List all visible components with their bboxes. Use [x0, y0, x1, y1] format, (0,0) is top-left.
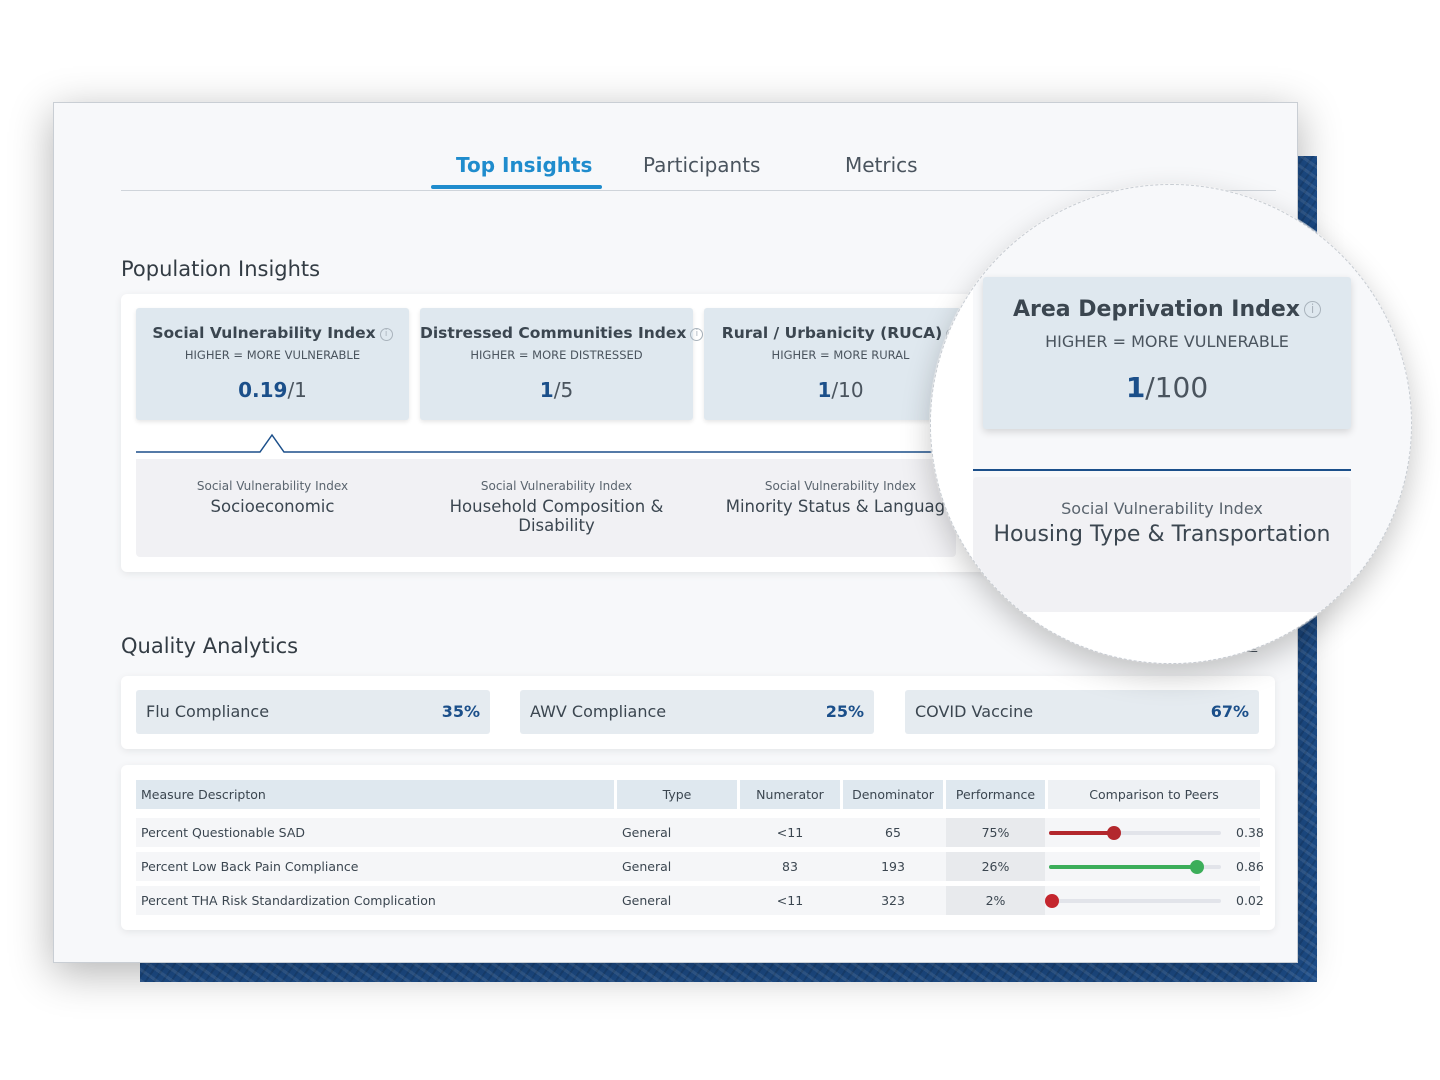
metric-flu-compliance[interactable]: Flu Compliance 35% — [136, 690, 490, 734]
index-max: /100 — [1145, 371, 1209, 404]
sub-index-name: Socioeconomic — [210, 497, 335, 516]
index-title: Area Deprivation Index — [1012, 297, 1300, 322]
metric-label: COVID Vaccine — [915, 702, 1034, 721]
quality-analytics-title: Quality Analytics — [121, 634, 299, 658]
index-max: /5 — [553, 378, 574, 402]
table-row[interactable]: Percent THA Risk Standardization Complic… — [136, 886, 1264, 915]
slider-fill — [1049, 865, 1197, 869]
cell-peer-score: 0.86 — [1236, 859, 1264, 874]
index-card-svi[interactable]: Social Vulnerability Index i HIGHER = MOR… — [136, 308, 409, 420]
cell-type: General — [622, 825, 672, 840]
tab-metrics[interactable]: Metrics — [845, 153, 918, 177]
quality-metrics-card: Flu Compliance 35% AWV Compliance 25% CO… — [121, 676, 1275, 749]
info-icon[interactable]: i — [1304, 301, 1321, 318]
index-title: Social Vulnerability Index — [152, 324, 376, 342]
peer-comparison-slider — [1045, 894, 1221, 908]
selection-connector — [136, 433, 956, 453]
index-card-adi[interactable]: Area Deprivation Index i HIGHER = MORE VU… — [983, 277, 1351, 429]
lens-page-edge — [931, 185, 973, 663]
index-title: Distressed Communities Index — [420, 324, 687, 342]
cell-denominator: 323 — [881, 893, 905, 908]
tab-top-insights[interactable]: Top Insights — [456, 153, 593, 177]
sub-index-label: Social Vulnerability Index — [1061, 499, 1263, 518]
column-header-numerator[interactable]: Numerator — [740, 780, 840, 809]
metric-value: 67% — [1210, 702, 1249, 721]
cell-numerator: 83 — [782, 859, 798, 874]
index-score: 1 — [817, 378, 832, 402]
tab-participants[interactable]: Participants — [643, 153, 761, 177]
sub-index-name: Household Composition & Disability — [449, 497, 664, 535]
index-max: /10 — [831, 378, 864, 402]
cell-measure: Percent Questionable SAD — [141, 825, 305, 840]
metric-awv-compliance[interactable]: AWV Compliance 25% — [520, 690, 874, 734]
population-insights-title: Population Insights — [121, 257, 321, 281]
slider-knob — [1189, 860, 1204, 874]
index-score: 1 — [1125, 371, 1146, 404]
metric-value: 35% — [441, 702, 480, 721]
index-subtitle: HIGHER = MORE VULNERABLE — [184, 348, 361, 362]
cell-denominator: 65 — [885, 825, 901, 840]
cell-type: General — [622, 893, 672, 908]
measures-table: Measure Descripton Type Numerator Denomi… — [121, 765, 1275, 930]
sub-index-name: Housing Type & Transportation — [993, 522, 1331, 547]
sub-index-label: Social Vulnerability Index — [196, 479, 349, 493]
slider-fill — [1049, 831, 1115, 835]
sub-index-label: Social Vulnerability Index — [480, 479, 633, 493]
index-score: 1 — [539, 378, 554, 402]
index-score: 0.19 — [238, 378, 288, 402]
table-row[interactable]: Percent Questionable SAD General <11 65 … — [136, 818, 1264, 847]
info-icon[interactable]: i — [379, 328, 393, 341]
cell-performance: 2% — [946, 886, 1045, 915]
sub-index-minority[interactable]: Social Vulnerability Index Minority Stat… — [704, 479, 977, 516]
info-icon[interactable]: i — [690, 328, 704, 341]
metric-value: 25% — [825, 702, 864, 721]
index-value: 1/100 — [983, 371, 1351, 404]
column-header-measure[interactable]: Measure Descripton — [136, 780, 614, 809]
cell-numerator: <11 — [776, 825, 804, 840]
index-card-dci[interactable]: Distressed Communities Index i HIGHER = M… — [420, 308, 704, 420]
cell-peer-score: 0.02 — [1236, 893, 1264, 908]
tab-bar: Top Insights Participants Metrics — [121, 143, 1276, 191]
table-row[interactable]: Percent Low Back Pain Compliance General… — [136, 852, 1264, 881]
column-header-denominator[interactable]: Denominator — [843, 780, 943, 809]
cell-performance: 75% — [946, 818, 1045, 847]
index-subtitle: HIGHER = MORE DISTRESSED — [470, 348, 643, 362]
metric-label: Flu Compliance — [146, 702, 270, 721]
cell-type: General — [622, 859, 672, 874]
sub-index-housing[interactable]: Social Vulnerability Index Housing Type … — [973, 477, 1351, 612]
index-max: /1 — [287, 378, 307, 402]
column-header-performance[interactable]: Performance — [946, 780, 1045, 809]
population-insights-card: Social Vulnerability Index i HIGHER = MOR… — [121, 294, 1275, 572]
sub-index-household[interactable]: Social Vulnerability Index Household Com… — [420, 479, 693, 535]
index-subtitle: HIGHER = MORE RURAL — [771, 348, 910, 362]
lens-page-bottom — [931, 612, 1411, 663]
peer-comparison-slider — [1049, 860, 1221, 874]
cell-measure: Percent THA Risk Standardization Complic… — [141, 893, 436, 908]
index-value: 1/5 — [420, 378, 693, 402]
sub-index-name: Minority Status & Language — [725, 497, 956, 516]
sub-index-panel: Social Vulnerability Index Socioeconomic… — [136, 459, 956, 557]
index-title: Rural / Urbanicity (RUCA) — [721, 324, 943, 342]
column-header-type[interactable]: Type — [617, 780, 737, 809]
index-value: 0.19/1 — [136, 378, 409, 402]
cell-numerator: <11 — [776, 893, 804, 908]
selection-connector-zoomed — [973, 469, 1351, 471]
slider-knob — [1045, 894, 1060, 908]
index-subtitle: HIGHER = MORE VULNERABLE — [1045, 332, 1289, 351]
magnifier-lens: Area Deprivation Index i HIGHER = MORE VU… — [930, 184, 1412, 664]
metric-label: AWV Compliance — [530, 702, 667, 721]
column-header-peers[interactable]: Comparison to Peers — [1048, 780, 1260, 809]
slider-knob — [1107, 826, 1122, 840]
metric-covid-vaccine[interactable]: COVID Vaccine 67% — [905, 690, 1259, 734]
peer-comparison-slider — [1049, 826, 1221, 840]
cell-peer-score: 0.38 — [1236, 825, 1264, 840]
index-value: 1/10 — [704, 378, 977, 402]
sub-index-socioeconomic[interactable]: Social Vulnerability Index Socioeconomic — [136, 479, 409, 516]
sub-index-label: Social Vulnerability Index — [764, 479, 917, 493]
cell-performance: 26% — [946, 852, 1045, 881]
cell-measure: Percent Low Back Pain Compliance — [141, 859, 359, 874]
cell-denominator: 193 — [881, 859, 905, 874]
active-tab-indicator — [431, 185, 602, 189]
